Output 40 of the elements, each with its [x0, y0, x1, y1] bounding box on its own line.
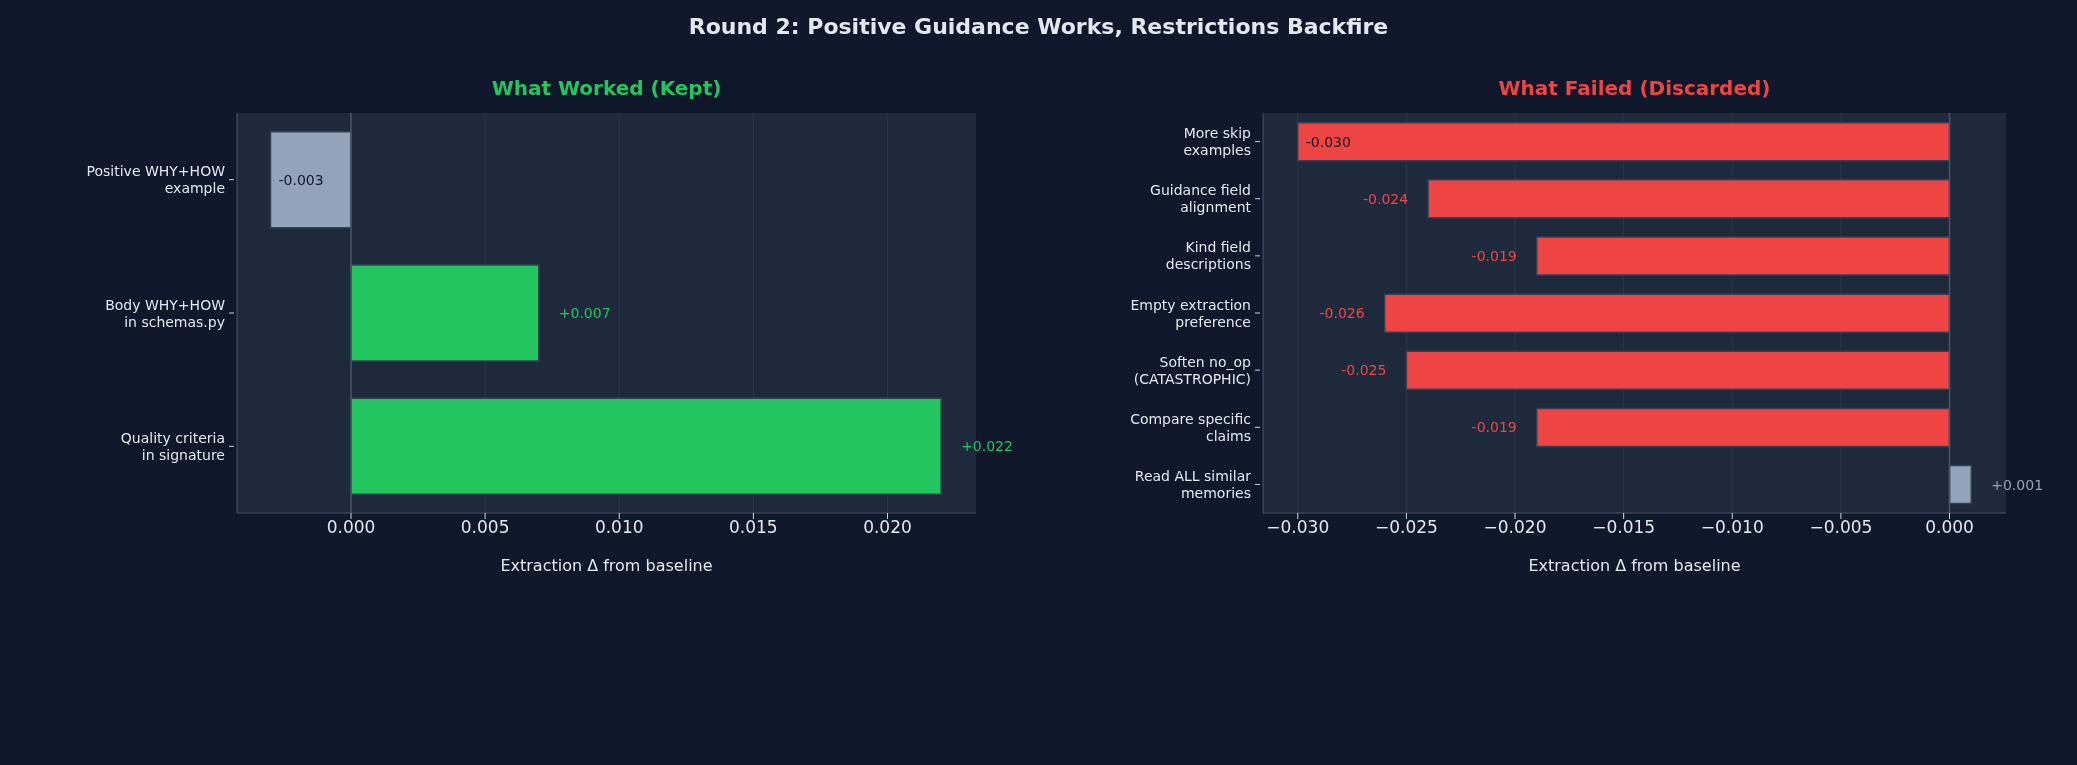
data-label: -0.026: [1319, 305, 1365, 322]
x-tick-label: 0.005: [460, 517, 510, 538]
bar: [269, 130, 352, 229]
chart-title: What Worked (Kept): [491, 76, 722, 100]
x-axis-title: Extraction Δ from baseline: [1528, 556, 1741, 575]
data-label: -0.025: [1341, 362, 1387, 379]
x-tick-label: −0.005: [1809, 517, 1873, 538]
data-label: +0.007: [558, 305, 611, 321]
y-tick-label: Kind field descriptions: [1165, 239, 1251, 273]
chart-title: What Failed (Discarded): [1498, 76, 1771, 100]
x-tick-label: 0.015: [729, 517, 778, 538]
data-label: -0.024: [1362, 190, 1409, 207]
data-label: +0.001: [1991, 476, 2044, 493]
data-label: -0.003: [278, 171, 324, 188]
x-tick-label: −0.015: [1592, 517, 1656, 538]
bar: [350, 264, 540, 362]
data-label: -0.030: [1305, 133, 1351, 150]
bar: [350, 397, 942, 496]
data-label: -0.019: [1471, 419, 1517, 436]
y-tick-label: Quality criteria in signature: [120, 429, 225, 463]
x-axis-title: Extraction Δ from baseline: [500, 556, 713, 575]
y-tick-label: Read ALL similar memories: [1134, 467, 1252, 501]
x-tick-label: −0.030: [1266, 517, 1330, 538]
data-label: -0.019: [1471, 248, 1517, 264]
y-tick-label: More skip examples: [1183, 125, 1252, 159]
x-tick-label: 0.020: [863, 517, 912, 538]
y-tick-label: Empty extraction preference: [1130, 296, 1251, 330]
y-tick-label: Body WHY+HOW in schemas.py: [105, 296, 226, 330]
x-tick-label: 0.000: [1925, 517, 1974, 538]
y-tick-label: Guidance field alignment: [1150, 182, 1252, 216]
x-tick-label: −0.020: [1483, 517, 1547, 538]
y-tick-label: Compare specific claims: [1130, 410, 1251, 444]
data-label: +0.022: [961, 438, 1013, 455]
y-tick-label: Positive WHY+HOW example: [86, 163, 226, 197]
x-tick-label: −0.010: [1700, 517, 1764, 538]
x-tick-label: 0.010: [594, 517, 644, 538]
x-tick-label: −0.025: [1374, 517, 1438, 538]
y-tick-label: Soften no_op (CATASTROPHIC): [1133, 353, 1252, 387]
text: Round 2: Positive Guidance Works, Restrictions Backfire: [687, 14, 1390, 39]
x-tick-label: 0.000: [326, 517, 376, 538]
